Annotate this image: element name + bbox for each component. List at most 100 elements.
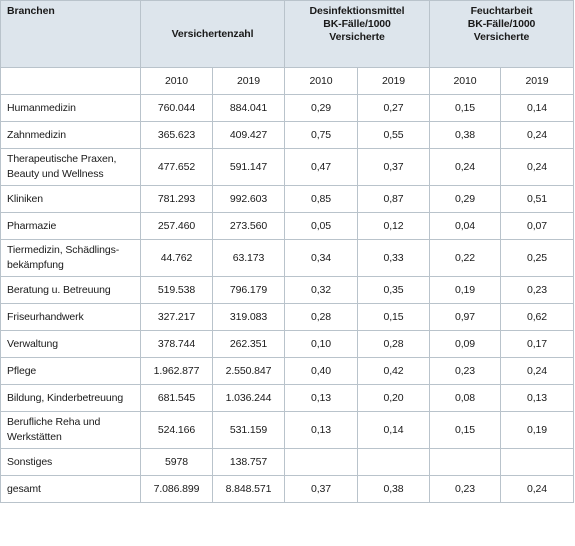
versicherte-2010-cell: 681.545: [140, 384, 213, 412]
desinfektion-2010-cell: 0,37: [284, 475, 359, 503]
feuchtarbeit-2010-cell: 0,15: [429, 411, 502, 449]
versicherte-2019-cell: 8.848.571: [211, 475, 286, 503]
header-year: 2019: [500, 67, 575, 95]
versicherte-2010-cell: 327.217: [140, 303, 213, 331]
versicherte-2010-cell: 1.962.877: [140, 357, 213, 385]
desinfektion-2019-cell: 0,33: [357, 239, 431, 277]
branche-name-cell: Pflege: [0, 357, 141, 385]
versicherte-2010-cell: 7.086.899: [140, 475, 213, 503]
feuchtarbeit-2010-cell: 0,23: [429, 357, 502, 385]
branche-name-cell: Berufliche Reha und Werkstätten: [0, 411, 141, 449]
feuchtarbeit-2019-cell: 0,24: [500, 357, 575, 385]
desinfektion-2010-cell: 0,34: [284, 239, 359, 277]
desinfektion-2010-cell: 0,40: [284, 357, 359, 385]
feuchtarbeit-2019-cell: 0,62: [500, 303, 575, 331]
desinfektion-2010-cell: 0,10: [284, 330, 359, 358]
versicherte-2010-cell: 378.744: [140, 330, 213, 358]
header-feuchtarbeit: Feuchtarbeit BK-Fälle/1000 Versicherte: [429, 0, 575, 68]
desinfektion-2019-cell: 0,15: [357, 303, 431, 331]
versicherte-2019-cell: 591.147: [211, 148, 286, 186]
table-row: gesamt 7.086.899 8.848.571 0,37 0,38 0,23 0,24: [0, 475, 575, 503]
branche-name-cell: Therapeutische Praxen, Beauty und Wellne…: [0, 148, 141, 186]
versicherte-2010-cell: 257.460: [140, 212, 213, 240]
table-container: Branchen Versichertenzahl Desinfektionsm…: [0, 0, 575, 503]
header-year: 2010: [284, 67, 359, 95]
branche-name-cell: Bildung, Kinderbetreuung: [0, 384, 141, 412]
header-versichertenzahl: Versichertenzahl: [139, 0, 286, 68]
branche-name-cell: Humanmedizin: [0, 94, 141, 122]
desinfektion-2019-cell: 0,35: [357, 276, 431, 304]
feuchtarbeit-2010-cell: 0,38: [429, 121, 502, 149]
versicherte-2010-cell: 519.538: [140, 276, 213, 304]
feuchtarbeit-2019-cell: 0,07: [500, 212, 575, 240]
versicherte-2019-cell: 1.036.244: [211, 384, 286, 412]
versicherte-2010-cell: 5978: [140, 448, 213, 476]
versicherte-2019-cell: 262.351: [211, 330, 286, 358]
feuchtarbeit-2010-cell: 0,15: [429, 94, 502, 122]
feuchtarbeit-2019-cell: 0,51: [500, 185, 575, 213]
feuchtarbeit-2010-cell: 0,22: [429, 239, 502, 277]
table-row: Verwaltung 378.744 262.351 0,10 0,28 0,09 0,17: [0, 330, 575, 358]
feuchtarbeit-2019-cell: 0,19: [500, 411, 575, 449]
feuchtarbeit-2019-cell: 0,25: [500, 239, 575, 277]
desinfektion-2019-cell: 0,14: [357, 411, 431, 449]
header-year: 2019: [211, 67, 286, 95]
header-year: 2010: [429, 67, 502, 95]
desinfektion-2019-cell: 0,55: [357, 121, 431, 149]
versicherte-2019-cell: 409.427: [211, 121, 286, 149]
table-row: Kliniken 781.293 992.603 0,85 0,87 0,29 0,51: [0, 185, 575, 213]
branche-name-cell: Zahnmedizin: [0, 121, 141, 149]
feuchtarbeit-2010-cell: 0,08: [429, 384, 502, 412]
versicherte-2019-cell: 992.603: [211, 185, 286, 213]
versicherte-2019-cell: 319.083: [211, 303, 286, 331]
versicherte-2019-cell: 884.041: [211, 94, 286, 122]
versicherte-2010-cell: 760.044: [140, 94, 213, 122]
desinfektion-2019-cell: 0,87: [357, 185, 431, 213]
feuchtarbeit-2019-cell: 0,23: [500, 276, 575, 304]
branche-name-cell: Pharmazie: [0, 212, 141, 240]
desinfektion-2010-cell: 0,13: [284, 411, 359, 449]
header-desinfektionsmittel: Desinfektionsmittel BK-Fälle/1000 Versic…: [284, 0, 431, 68]
table-row: Friseurhandwerk 327.217 319.083 0,28 0,15 0,9…: [0, 303, 575, 331]
feuchtarbeit-2019-cell: 0,17: [500, 330, 575, 358]
desinfektion-2019-cell: 0,27: [357, 94, 431, 122]
feuchtarbeit-2019-cell: 0,14: [500, 94, 575, 122]
header-empty-cell: [0, 67, 141, 95]
table-row: Bildung, Kinderbetreuung 681.545 1.036.244…: [0, 384, 575, 412]
feuchtarbeit-2019-cell: 0,24: [500, 148, 575, 186]
desinfektion-2010-cell: [284, 448, 359, 476]
desinfektion-2010-cell: 0,05: [284, 212, 359, 240]
header-year: 2010: [140, 67, 213, 95]
feuchtarbeit-2019-cell: 0,24: [500, 121, 575, 149]
table-row: Therapeutische Praxen, Beauty und Wellne…: [0, 148, 575, 186]
table-body: Humanmedizin 760.044 884.041 0,29 0,27 0,15 0,…: [0, 94, 575, 503]
branche-name-cell: Sonstiges: [0, 448, 141, 476]
table-row: Pflege 1.962.877 2.550.847 0,40 0,42 0,23 0,24: [0, 357, 575, 385]
desinfektion-2019-cell: [357, 448, 431, 476]
feuchtarbeit-2010-cell: 0,04: [429, 212, 502, 240]
branche-name-cell: Friseurhandwerk: [0, 303, 141, 331]
table-row: Zahnmedizin 365.623 409.427 0,75 0,55 0,38 0,2…: [0, 121, 575, 149]
desinfektion-2019-cell: 0,42: [357, 357, 431, 385]
table-row: Tiermedizin, Schädlings- bekämpfung 44.76…: [0, 239, 575, 277]
table-row: Humanmedizin 760.044 884.041 0,29 0,27 0,15 0,…: [0, 94, 575, 122]
versicherte-2010-cell: 781.293: [140, 185, 213, 213]
versicherte-2010-cell: 477.652: [140, 148, 213, 186]
desinfektion-2010-cell: 0,29: [284, 94, 359, 122]
table-row: Sonstiges 5978 138.757: [0, 448, 575, 476]
feuchtarbeit-2019-cell: 0,24: [500, 475, 575, 503]
versicherte-2010-cell: 524.166: [140, 411, 213, 449]
desinfektion-2010-cell: 0,85: [284, 185, 359, 213]
versicherte-2019-cell: 796.179: [211, 276, 286, 304]
versicherte-2019-cell: 531.159: [211, 411, 286, 449]
branche-name-cell: Tiermedizin, Schädlings- bekämpfung: [0, 239, 141, 277]
versicherte-2019-cell: 273.560: [211, 212, 286, 240]
header-row-groups: Branchen Versichertenzahl Desinfektionsm…: [0, 0, 575, 68]
versicherte-2019-cell: 63.173: [211, 239, 286, 277]
table-row: Pharmazie 257.460 273.560 0,05 0,12 0,04 0,07: [0, 212, 575, 240]
feuchtarbeit-2010-cell: [429, 448, 502, 476]
header-branchen: Branchen: [0, 0, 141, 68]
versicherte-2019-cell: 138.757: [211, 448, 286, 476]
desinfektion-2010-cell: 0,13: [284, 384, 359, 412]
desinfektion-2019-cell: 0,20: [357, 384, 431, 412]
